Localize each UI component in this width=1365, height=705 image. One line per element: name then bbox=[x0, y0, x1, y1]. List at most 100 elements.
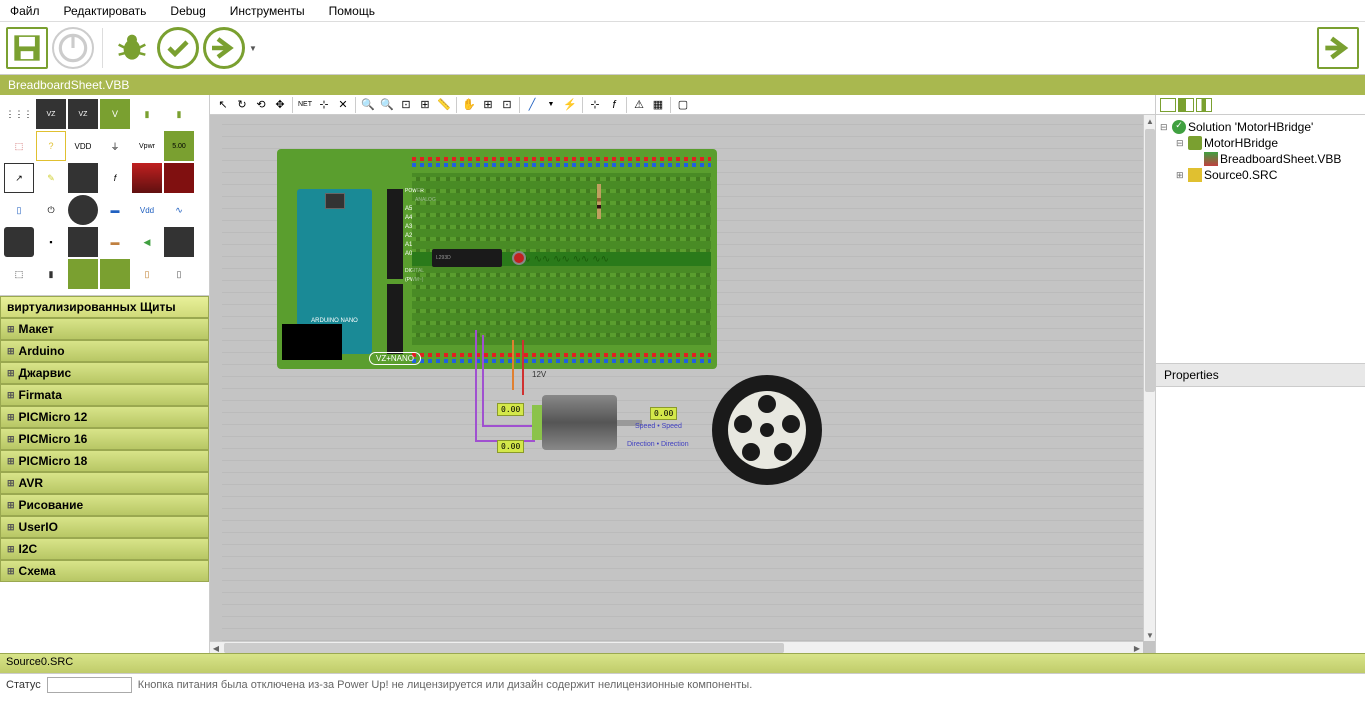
check-button[interactable] bbox=[157, 27, 199, 69]
comp-v-icon[interactable]: V bbox=[100, 99, 130, 129]
tool-pan[interactable]: ✋ bbox=[460, 96, 478, 114]
tool-pointer[interactable]: ↖ bbox=[214, 96, 232, 114]
menu-debug[interactable]: Debug bbox=[170, 4, 205, 18]
tool-zoomwin[interactable]: ⊞ bbox=[416, 96, 434, 114]
design-surface[interactable]: ARDUINO NANO POWER ANALOG A5 A4 A3 A2 A1… bbox=[222, 115, 1143, 641]
run-button[interactable] bbox=[203, 27, 245, 69]
comp-hdr2-icon[interactable]: ▮ bbox=[36, 259, 66, 289]
comp-val-icon[interactable]: 5.00 bbox=[164, 131, 194, 161]
pcb-board[interactable]: ARDUINO NANO POWER ANALOG A5 A4 A3 A2 A1… bbox=[277, 149, 717, 369]
run-dropdown[interactable]: ▼ bbox=[249, 44, 257, 53]
comp-probe-icon[interactable]: ✎ bbox=[36, 163, 66, 193]
tool-layers[interactable]: ▦ bbox=[649, 96, 667, 114]
comp-led2-icon[interactable] bbox=[164, 163, 194, 193]
comp-jmp-icon[interactable] bbox=[164, 227, 194, 257]
category-maket[interactable]: ⊞Макет bbox=[0, 318, 209, 340]
comp-dip-icon[interactable] bbox=[68, 227, 98, 257]
comp-shield-icon[interactable]: ▮ bbox=[132, 99, 162, 129]
bug-button[interactable] bbox=[111, 27, 153, 69]
comp-pot-icon[interactable] bbox=[68, 195, 98, 225]
comp-vz2-icon[interactable]: VZ bbox=[68, 99, 98, 129]
comp-ic-icon[interactable]: ▪ bbox=[36, 227, 66, 257]
tool-ruler[interactable]: 📏 bbox=[435, 96, 453, 114]
scrollbar-horizontal[interactable]: ◀ ▶ bbox=[210, 641, 1143, 653]
tree-solution[interactable]: ⊟ ✓ Solution 'MotorHBridge' bbox=[1160, 119, 1361, 135]
comp-vpwr-icon[interactable]: Vpwr bbox=[132, 131, 162, 161]
comp-pin-icon[interactable]: ▮ bbox=[164, 99, 194, 129]
layout-2[interactable] bbox=[1178, 98, 1194, 112]
category-pic12[interactable]: ⊞PICMicro 12 bbox=[0, 406, 209, 428]
category-jarvis[interactable]: ⊞Джарвис bbox=[0, 362, 209, 384]
comp-chip-icon[interactable] bbox=[4, 227, 34, 257]
comp-vdd2-icon[interactable]: Vdd bbox=[132, 195, 162, 225]
category-pic18[interactable]: ⊞PICMicro 18 bbox=[0, 450, 209, 472]
comp-term1-icon[interactable] bbox=[68, 259, 98, 289]
category-schema[interactable]: ⊞Схема bbox=[0, 560, 209, 582]
tool-zoomin[interactable]: 🔍 bbox=[359, 96, 377, 114]
source-tab[interactable]: Source0.SRC bbox=[0, 653, 1365, 673]
comp-wave-icon[interactable]: ∿ bbox=[164, 195, 194, 225]
comp-meter-icon[interactable]: ↗ bbox=[4, 163, 34, 193]
category-i2c[interactable]: ⊞I2C bbox=[0, 538, 209, 560]
tool-flip[interactable]: ⟲ bbox=[252, 96, 270, 114]
pin-header-1[interactable] bbox=[387, 189, 403, 279]
category-firmata[interactable]: ⊞Firmata bbox=[0, 384, 209, 406]
comp-cap3-icon[interactable]: ▯ bbox=[164, 259, 194, 289]
comp-fx-icon[interactable]: f bbox=[100, 163, 130, 193]
category-arduino[interactable]: ⊞Arduino bbox=[0, 340, 209, 362]
tree-project[interactable]: ⊟ MotorHBridge bbox=[1160, 135, 1361, 151]
push-button[interactable] bbox=[512, 251, 526, 265]
comp-grid-icon[interactable]: ⋮⋮⋮ bbox=[4, 99, 34, 129]
comp-led1-icon[interactable] bbox=[132, 163, 162, 193]
tool-wire[interactable]: ⚡ bbox=[561, 96, 579, 114]
category-avr[interactable]: ⊞AVR bbox=[0, 472, 209, 494]
comp-r2-icon[interactable]: ▬ bbox=[100, 227, 130, 257]
dc-motor[interactable] bbox=[542, 395, 617, 450]
comp-gnd-icon[interactable]: ⏚ bbox=[100, 131, 130, 161]
comp-cap-icon[interactable]: ▯ bbox=[4, 195, 34, 225]
category-userio[interactable]: ⊞UserIO bbox=[0, 516, 209, 538]
scrollbar-vertical[interactable]: ▲ ▼ bbox=[1143, 115, 1155, 641]
tool-move[interactable]: ✥ bbox=[271, 96, 289, 114]
comp-hdr1-icon[interactable]: ⬚ bbox=[4, 259, 34, 289]
menu-help[interactable]: Помощь bbox=[329, 4, 375, 18]
tree-sheet[interactable]: BreadboardSheet.VBB bbox=[1160, 151, 1361, 167]
forward-button[interactable] bbox=[1317, 27, 1359, 69]
category-drawing[interactable]: ⊞Рисование bbox=[0, 494, 209, 516]
tool-line[interactable]: ╱ bbox=[523, 96, 541, 114]
tool-rotate[interactable]: ↻ bbox=[233, 96, 251, 114]
resistor[interactable] bbox=[597, 184, 601, 219]
comp-sw-icon[interactable]: ⏻ bbox=[36, 195, 66, 225]
menu-edit[interactable]: Редактировать bbox=[64, 4, 147, 18]
tab-breadboard[interactable]: BreadboardSheet.VBB bbox=[8, 78, 129, 92]
power-jack[interactable] bbox=[282, 324, 342, 360]
tool-net[interactable]: NET bbox=[296, 96, 314, 114]
comp-vz1-icon[interactable]: VZ bbox=[36, 99, 66, 129]
comp-help-icon[interactable]: ? bbox=[36, 131, 66, 161]
comp-diode-icon[interactable]: ◀ bbox=[132, 227, 162, 257]
comp-vdd-icon[interactable]: VDD bbox=[68, 131, 98, 161]
tool-zoomfit[interactable]: ⊡ bbox=[397, 96, 415, 114]
menu-file[interactable]: Файл bbox=[10, 4, 40, 18]
pin-header-2[interactable] bbox=[387, 284, 403, 354]
tool-line-dd[interactable]: ▼ bbox=[542, 96, 560, 114]
tool-align[interactable]: ⊹ bbox=[586, 96, 604, 114]
tool-delete[interactable]: ✕ bbox=[334, 96, 352, 114]
ic-l293d[interactable]: L293D bbox=[432, 249, 502, 267]
tool-grid1[interactable]: ⊞ bbox=[479, 96, 497, 114]
tool-junction[interactable]: ⊹ bbox=[315, 96, 333, 114]
comp-res-icon[interactable]: ▬ bbox=[100, 195, 130, 225]
layout-3[interactable] bbox=[1196, 98, 1212, 112]
tool-rect[interactable]: ▢ bbox=[674, 96, 692, 114]
tree-source[interactable]: ⊞ Source0.SRC bbox=[1160, 167, 1361, 183]
tool-grid2[interactable]: ⊡ bbox=[498, 96, 516, 114]
power-button[interactable] bbox=[52, 27, 94, 69]
comp-box-icon[interactable] bbox=[68, 163, 98, 193]
menu-tools[interactable]: Инструменты bbox=[230, 4, 305, 18]
tool-zoomout[interactable]: 🔍 bbox=[378, 96, 396, 114]
layout-1[interactable] bbox=[1160, 98, 1176, 112]
tool-warn[interactable]: ⚠ bbox=[630, 96, 648, 114]
category-pic16[interactable]: ⊞PICMicro 16 bbox=[0, 428, 209, 450]
wheel[interactable] bbox=[712, 375, 822, 485]
tool-fx[interactable]: f bbox=[605, 96, 623, 114]
